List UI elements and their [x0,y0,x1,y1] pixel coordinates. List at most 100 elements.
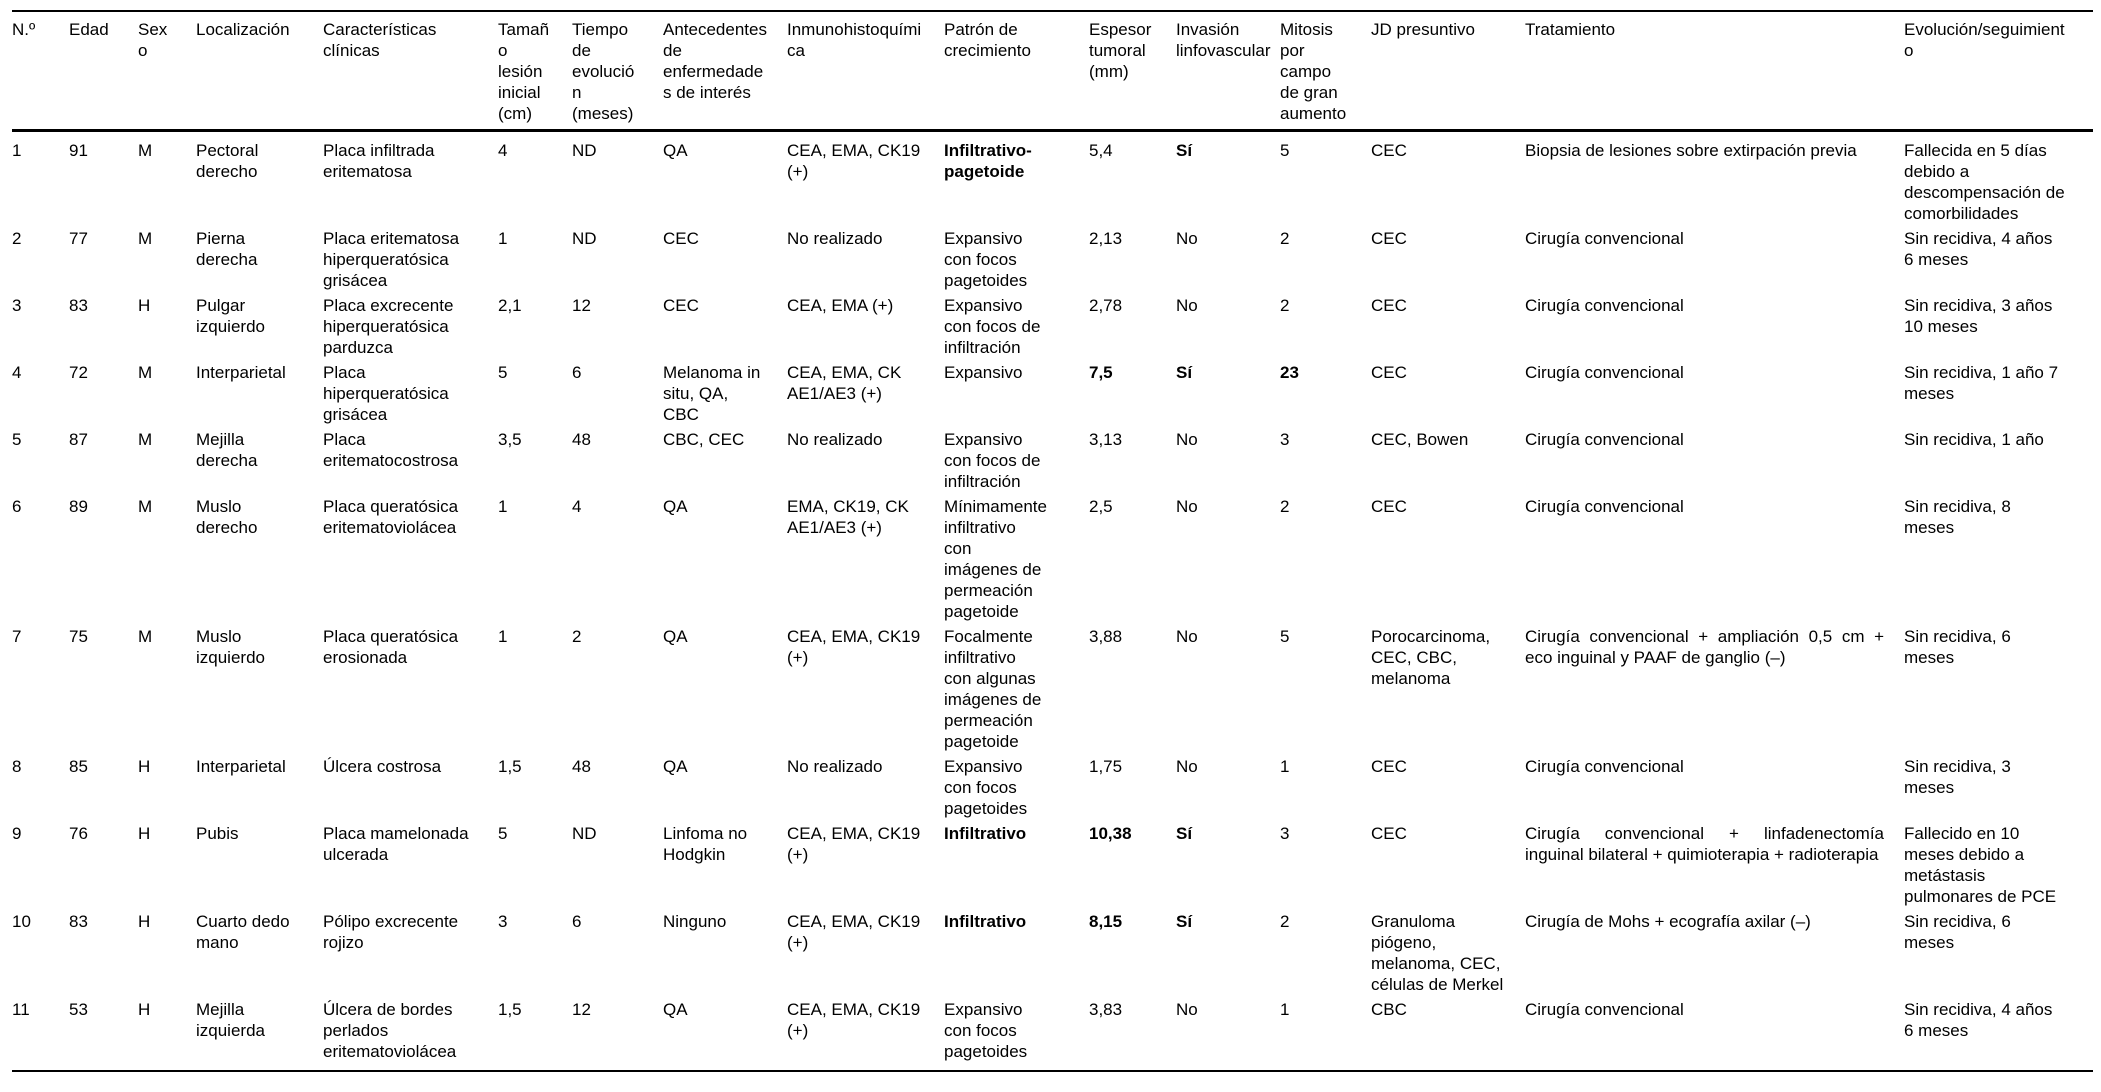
table-cell: CBC, CEC [663,430,745,449]
table-cell: CEC [1371,757,1407,776]
table-cell: 48 [572,430,591,449]
table-cell: CEA, EMA, CK19 (+) [787,141,921,181]
table-cell: Sí [1176,912,1193,931]
table-cell: 91 [69,141,88,160]
table-cell: 2 [572,627,582,646]
table-cell: M [138,229,153,248]
table-cell: CEA, EMA, CK19 (+) [787,627,921,667]
table-cell: Sí [1176,363,1193,382]
table-cell: Úlcera de bordes perlados eritematoviolá… [323,1000,457,1061]
table-cell: CEC [1371,363,1407,382]
table-cell: Sin recidiva, 3 meses [1904,757,2011,797]
table-cell: 8,15 [1089,912,1123,931]
table-cell: 83 [69,912,88,931]
table-cell: 48 [572,757,591,776]
table-cell: Linfoma no Hodgkin [663,824,748,864]
table-cell: Porocarcinoma, CEC, CBC, melanoma [1371,627,1491,688]
table-cell: Ninguno [663,912,727,931]
table-cell: 75 [69,627,88,646]
table-cell: Cirugía convencional + ampliación 0,5 cm… [1525,627,1884,667]
table-cell: CEC [663,296,699,315]
table-cell: M [138,363,153,382]
table-cell: 2 [1280,229,1290,248]
table-cell: Placa queratósica erosionada [323,627,459,667]
table-cell: 3 [498,912,508,931]
column-header: Evolución/seguimiento [1904,20,2065,60]
table-cell: 85 [69,757,88,776]
table-cell: Placa queratósica eritematoviolácea [323,497,459,537]
table-cell: Expansivo con focos de infiltración [944,430,1041,491]
table-cell: Expansivo con focos pagetoides [944,757,1028,818]
column-header: Localización [196,20,290,39]
table-cell: Sin recidiva, 6 meses [1904,912,2011,952]
table-cell: 2,13 [1089,229,1123,248]
column-header: Tamaño lesión inicial (cm) [498,20,550,123]
table-cell: QA [663,497,688,516]
table-cell: No realizado [787,430,883,449]
table-cell: Placa excrecente hiperqueratósica parduz… [323,296,454,357]
table-cell: Cirugía convencional [1525,430,1684,449]
table-cell: 2,5 [1089,497,1113,516]
table-cell: 7 [12,627,22,646]
table-cell: Mejilla derecha [196,430,258,470]
column-header: Antecedentes de enfermedades de interés [663,20,767,102]
table-cell: 77 [69,229,88,248]
column-header: Invasión linfovascular [1176,20,1271,60]
table-cell: ND [572,141,597,160]
column-header: Espesor tumoral (mm) [1089,20,1152,81]
table-cell: H [138,757,151,776]
column-header: Características clínicas [323,20,437,60]
table-cell: No [1176,1000,1198,1019]
table-cell: 72 [69,363,88,382]
table-cell: 1,5 [498,757,522,776]
table-row: 4 72 M Interparietal Placa hiperqueratósica … [12,360,2093,427]
table-cell: CEA, EMA, CK19 (+) [787,912,921,952]
column-header: Inmunohistoquímica [787,20,922,60]
table-row: 6 89 M Muslo derecho Placa queratósica erite… [12,494,2093,624]
table-cell: Úlcera costrosa [323,757,442,776]
table-cell: No [1176,757,1198,776]
table-cell: Interparietal [196,757,286,776]
table-cell: Sí [1176,141,1193,160]
table-row: 3 83 H Pulgar izquierdo Placa excrecente hip… [12,293,2093,360]
table-cell: 1 [498,497,508,516]
column-header: Mitosis por campo de gran aumento [1280,20,1347,123]
table-cell: Cirugía convencional [1525,1000,1684,1019]
table-cell: H [138,1000,151,1019]
table-cell: Pólipo excrecente rojizo [323,912,459,952]
table-cell: CBC [1371,1000,1407,1019]
table-cell: 3 [12,296,22,315]
table-cell: Sin recidiva, 1 año 7 meses [1904,363,2059,403]
header-row: N.º Edad Sexo Localización Características c… [12,11,2093,131]
table-cell: Sin recidiva, 1 año [1904,430,2044,449]
table-cell: 1 [1280,757,1290,776]
table-cell: Cuarto dedo mano [196,912,290,952]
table-cell: Sin recidiva, 6 meses [1904,627,2011,667]
table-cell: Fallecido en 10 meses debido a metástasi… [1904,824,2057,906]
table-cell: Expansivo con focos pagetoides [944,1000,1028,1061]
table-row: 8 85 H Interparietal Úlcera costrosa 1,5 48 QA N… [12,754,2093,821]
table-cell: CEC [1371,229,1407,248]
table-cell: 12 [572,1000,591,1019]
table-cell: 2 [12,229,22,248]
column-header: Tratamiento [1525,20,1616,39]
table-cell: CEC [1371,497,1407,516]
table-cell: 9 [12,824,22,843]
table-cell: No [1176,497,1198,516]
table-row: 9 76 H Pubis Placa mamelonada ulcerada 5 ND Lin… [12,821,2093,909]
table-cell: 3 [1280,824,1290,843]
table-cell: 6 [12,497,22,516]
table-cell: Mínimamente infiltrativo con imágenes de… [944,497,1047,621]
table-cell: QA [663,757,688,776]
table-cell: 8 [12,757,22,776]
table-cell: Pierna derecha [196,229,258,269]
table-cell: 89 [69,497,88,516]
table-row: 1 91 M Pectoral derecho Placa infiltrada eri… [12,131,2093,227]
table-cell: 83 [69,296,88,315]
table-cell: Placa hiperqueratósica grisácea [323,363,449,424]
table-cell: 11 [12,1000,30,1019]
table-cell: 10 [12,912,31,931]
table-cell: CEA, EMA, CK19 (+) [787,1000,921,1040]
table-cell: EMA, CK19, CK AE1/AE3 (+) [787,497,909,537]
